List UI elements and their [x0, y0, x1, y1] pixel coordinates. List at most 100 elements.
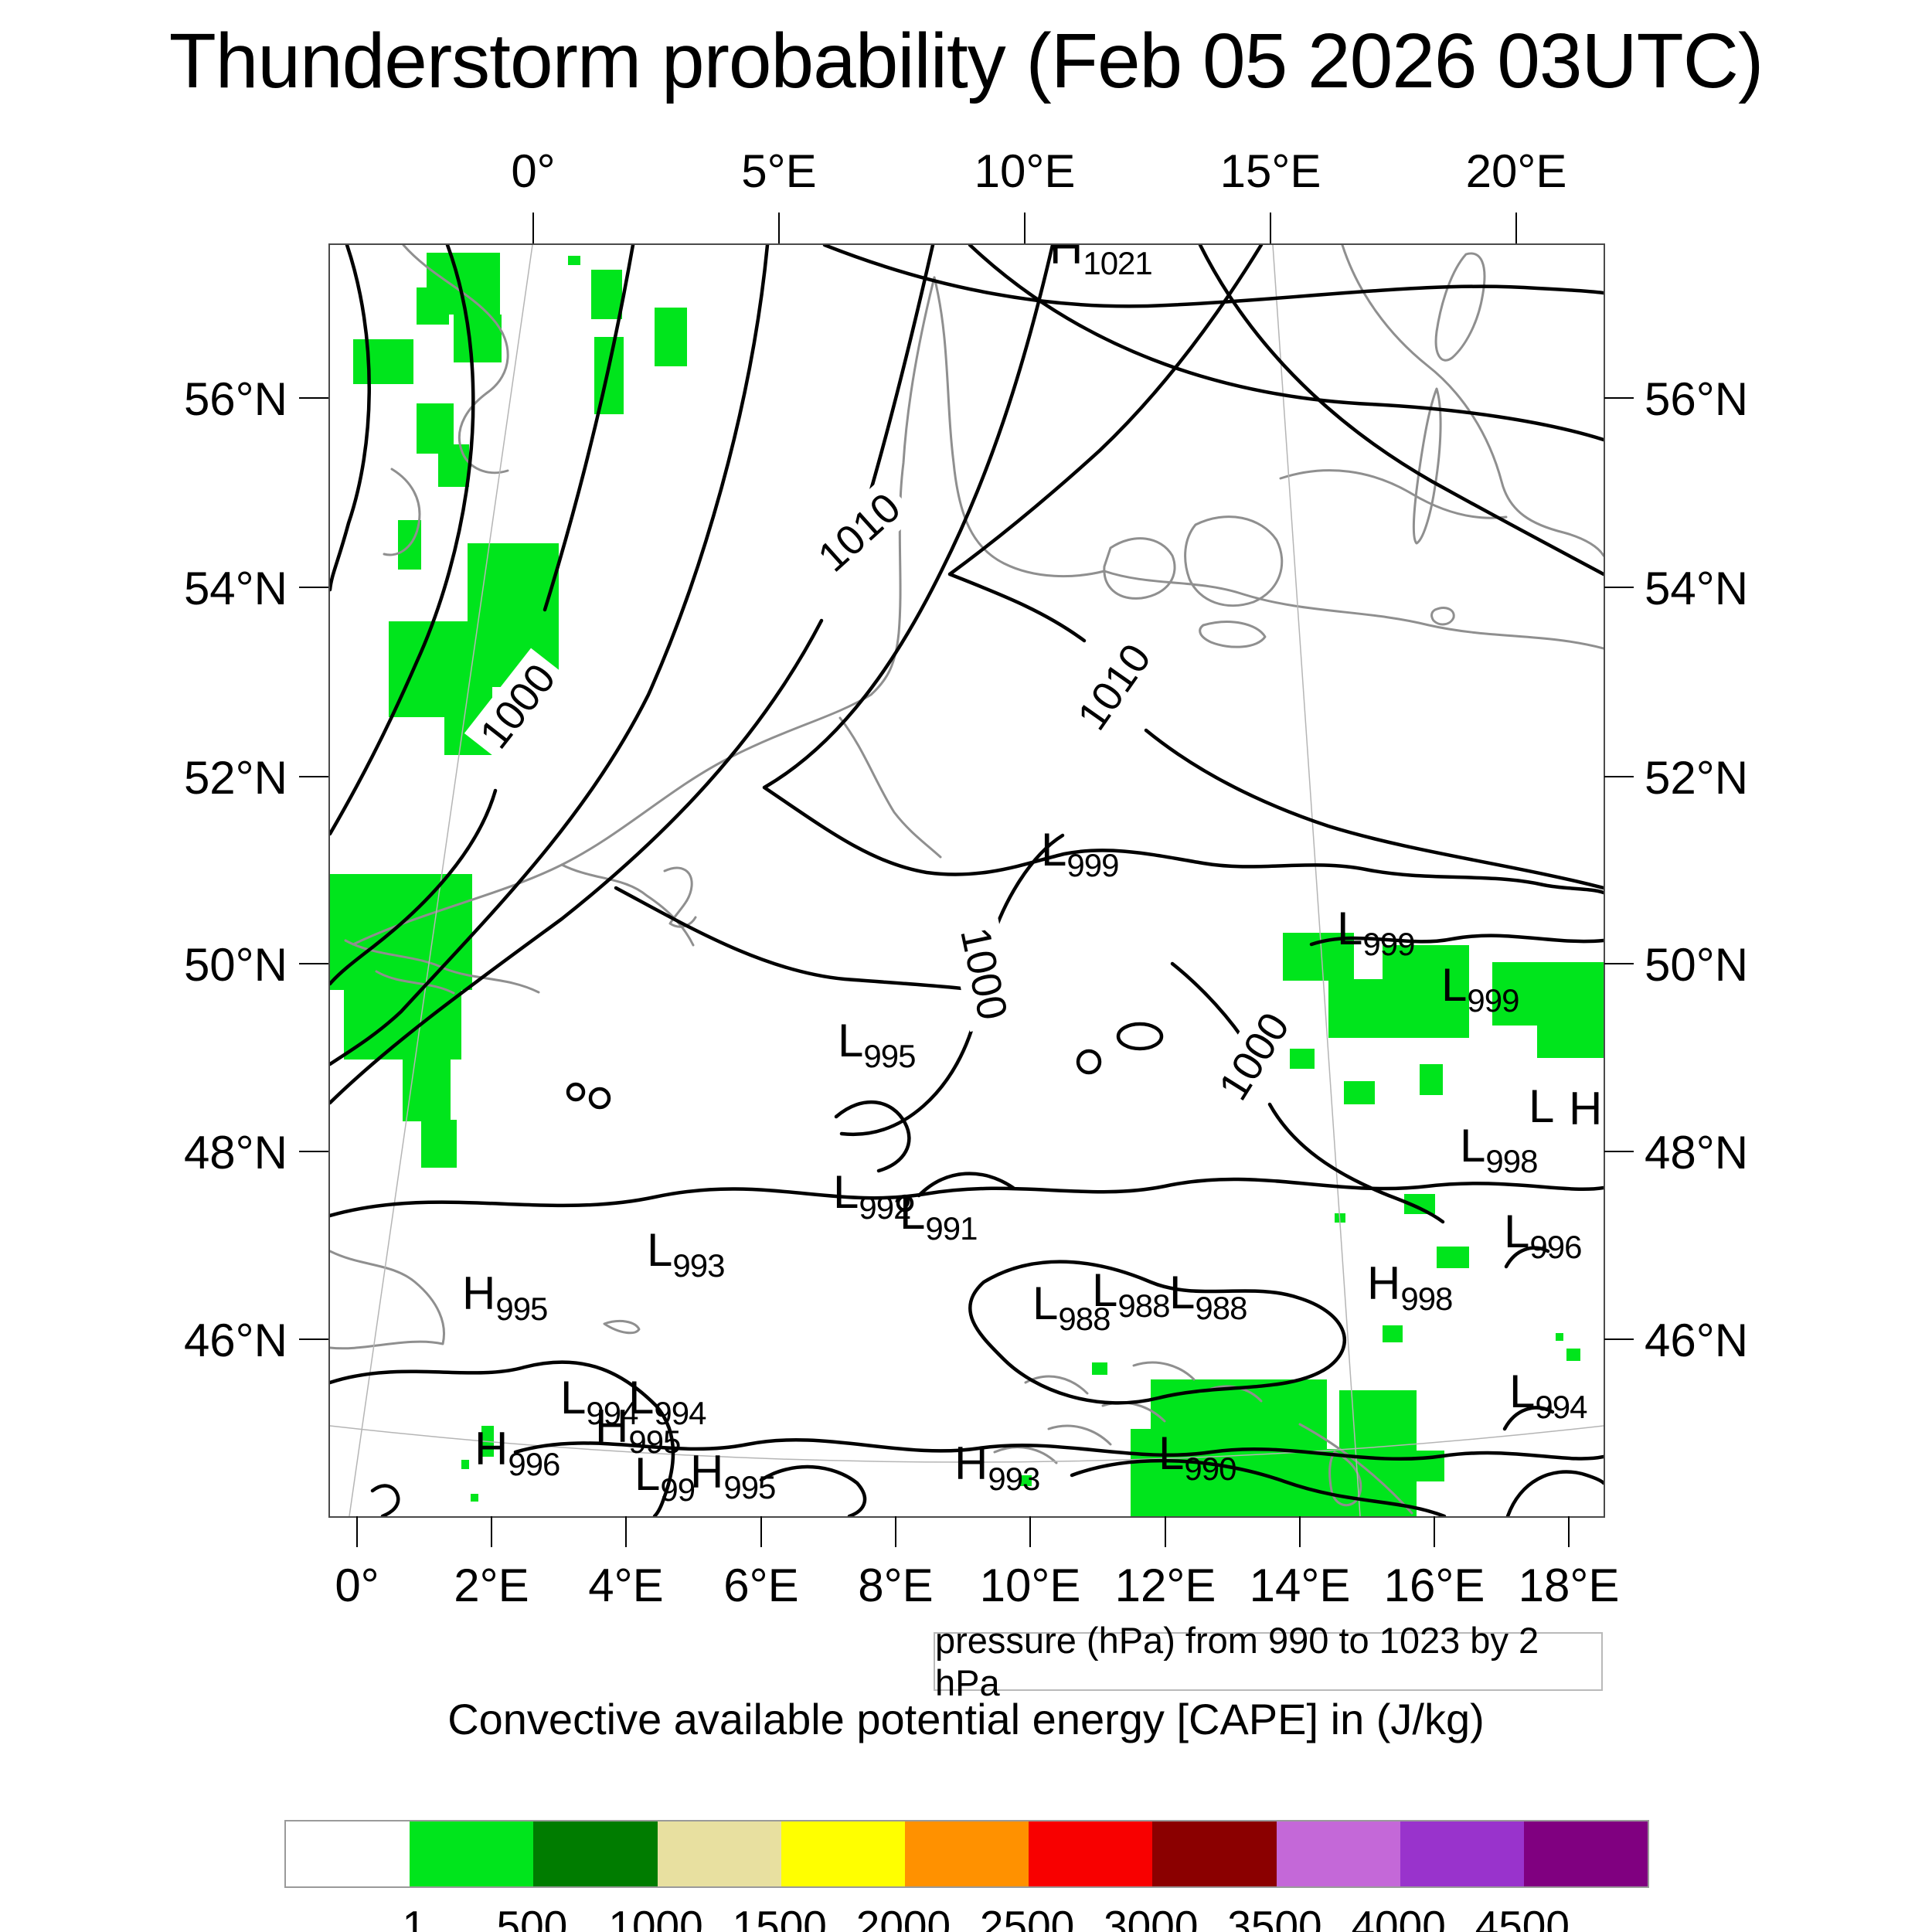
- pressure-contour: [762, 245, 1604, 895]
- axis-tick-left: [299, 587, 328, 588]
- pressure-contour: [759, 1464, 867, 1516]
- axis-label-left: 56°N: [183, 373, 287, 425]
- pressure-contour: [1116, 1022, 1164, 1051]
- axis-label-top: 10°E: [974, 145, 1076, 197]
- axis-label-right: 52°N: [1645, 752, 1749, 804]
- pressure-marker-letter: L: [647, 1224, 673, 1276]
- axis-label-bottom: 12°E: [1114, 1560, 1216, 1611]
- pressure-contour: [1502, 1406, 1555, 1431]
- cape-area: [1092, 1362, 1107, 1375]
- cape-colorbar-cell: [1276, 1821, 1400, 1886]
- cape-colorbar-cell: [657, 1821, 781, 1886]
- coastline: [1412, 387, 1442, 545]
- pressure-marker-value: 996: [508, 1446, 560, 1482]
- cape-area: [655, 308, 687, 366]
- pressure-contour: [1505, 1470, 1604, 1516]
- pressure-marker-value: 994: [586, 1395, 638, 1431]
- axis-tick-left: [299, 776, 328, 777]
- graticule-line: [349, 245, 533, 1516]
- pressure-marker: L999: [1337, 906, 1415, 962]
- axis-label-left: 46°N: [183, 1315, 287, 1366]
- pressure-marker: H995: [462, 1270, 548, 1325]
- pressure-marker: H1021: [1049, 243, 1153, 280]
- cape-area: [1383, 945, 1469, 1038]
- axis-tick-bottom: [625, 1516, 627, 1547]
- axis-label-top: 0°: [511, 145, 556, 197]
- coastline: [1279, 469, 1508, 519]
- axis-label-top: 5°E: [741, 145, 817, 197]
- coastline: [1184, 515, 1284, 607]
- axis-tick-top: [532, 213, 534, 243]
- map-canvas: [330, 245, 1604, 1516]
- pressure-marker-letter: L: [1158, 1427, 1185, 1479]
- axis-label-left: 48°N: [183, 1127, 287, 1179]
- graticule-line: [330, 1425, 1604, 1463]
- cape-area: [1290, 1049, 1315, 1069]
- cape-area: [471, 1494, 478, 1502]
- pressure-marker: H998: [1367, 1257, 1453, 1315]
- pressure-marker-letter: L: [1460, 1120, 1486, 1172]
- axis-label-left: 54°N: [183, 563, 287, 614]
- cape-colorbar: [284, 1820, 1649, 1888]
- coastline: [603, 1320, 641, 1335]
- pressure-marker-value: 988: [1058, 1301, 1111, 1337]
- cape-colorbar-tick-label: 3500: [1227, 1902, 1322, 1932]
- pressure-marker: L999: [1441, 962, 1519, 1017]
- page-title: Thunderstorm probability (Feb 05 2026 03…: [168, 18, 1764, 104]
- axis-tick-left: [299, 963, 328, 964]
- coastline: [344, 939, 540, 995]
- axis-tick-bottom: [1165, 1516, 1166, 1547]
- cape-colorbar-cell: [410, 1821, 534, 1886]
- pressure-contour: [1070, 1458, 1447, 1516]
- pressure-marker-letter: H: [1367, 1257, 1401, 1309]
- pressure-caption-box: pressure (hPa) from 990 to 1023 by 2 hPa: [934, 1620, 1603, 1703]
- pressure-marker-letter: H: [1049, 243, 1083, 274]
- cape-area: [1250, 1406, 1313, 1454]
- cape-area: [1420, 1064, 1443, 1095]
- pressure-marker-value: 999: [1362, 926, 1415, 962]
- pressure-contour: [1504, 1246, 1550, 1269]
- pressure-contour: [330, 245, 371, 592]
- coastline: [933, 276, 1106, 578]
- cape-colorbar-tick-label: 1500: [732, 1902, 827, 1932]
- coastline: [1341, 245, 1604, 557]
- cape-area: [568, 256, 580, 265]
- coastline: [383, 468, 421, 556]
- axis-label-right: 50°N: [1645, 939, 1749, 991]
- cape-area: [1344, 1081, 1375, 1104]
- cape-area: [403, 1058, 451, 1121]
- axis-tick-top: [1515, 213, 1517, 243]
- pressure-contour: [330, 245, 770, 1066]
- axis-tick-right: [1604, 1338, 1634, 1340]
- cape-colorbar-cell: [533, 1821, 658, 1886]
- coastline: [352, 276, 936, 946]
- map-plot-area: 1010 1010 1000 1000 1000 H1021 L999 L999 L999 L9…: [328, 243, 1605, 1518]
- pressure-marker: L988: [1169, 1270, 1247, 1325]
- pressure-marker-value: 995: [723, 1469, 776, 1505]
- cape-colorbar-tick-label: .1: [390, 1902, 427, 1932]
- cape-area: [1339, 1390, 1417, 1516]
- axis-tick-bottom: [1568, 1516, 1570, 1547]
- axis-label-bottom: 0°: [335, 1560, 379, 1611]
- cape-area: [454, 315, 502, 362]
- cape-colorbar-tick-label: 4000: [1351, 1902, 1446, 1932]
- pressure-marker-value: 994: [1535, 1389, 1587, 1425]
- pressure-marker-value: 996: [1529, 1229, 1582, 1265]
- cape-colorbar-tick-label: 1000: [608, 1902, 703, 1932]
- cape-area: [1019, 1475, 1032, 1486]
- pressure-marker-letter: L: [900, 1187, 926, 1239]
- pressure-marker-letter: L: [1092, 1264, 1118, 1316]
- axis-label-bottom: 10°E: [979, 1560, 1081, 1611]
- pressure-marker: L99: [634, 1451, 696, 1506]
- pressure-marker-letter: H: [954, 1437, 988, 1489]
- axis-tick-bottom: [1434, 1516, 1435, 1547]
- axis-label-bottom: 2°E: [454, 1560, 529, 1611]
- cape-area: [594, 337, 624, 414]
- pressure-contour: [834, 1100, 911, 1173]
- pressure-marker-letter: L: [1441, 959, 1468, 1011]
- pressure-marker: L991: [900, 1187, 978, 1245]
- pressure-marker-value: 988: [1195, 1290, 1247, 1326]
- pressure-marker: L994: [560, 1375, 638, 1430]
- pressure-marker-letter: L: [1509, 1366, 1536, 1417]
- axis-tick-bottom: [491, 1516, 492, 1547]
